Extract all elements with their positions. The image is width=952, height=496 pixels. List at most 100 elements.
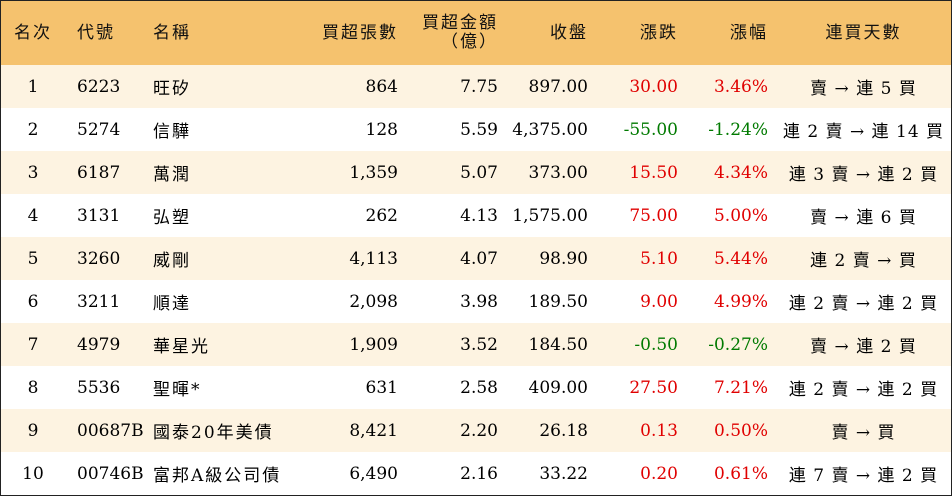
cell-net-lots: 4,113 [306,237,404,280]
cell-change: 0.13 [594,409,684,452]
cell-streak: 連 2 賣 → 買 [774,237,951,280]
table-row: 8 5536 聖暉* 631 2.58 409.00 27.50 7.21% 連 2 賣 → 連… [1,366,951,409]
cell-net-lots: 1,909 [306,323,404,366]
cell-close: 1,575.00 [504,194,594,237]
table-row: 9 00687B 國泰20年美債 8,421 2.20 26.18 0.13 0.50% 賣 →… [1,409,951,452]
table-row: 10 00746B 富邦A級公司債 6,490 2.16 33.22 0.20 0.61% 連 … [1,452,951,495]
cell-change: 75.00 [594,194,684,237]
cell-name: 華星光 [143,323,306,366]
cell-net-lots: 6,490 [306,452,404,495]
cell-name: 旺矽 [143,65,306,108]
cell-net-lots: 262 [306,194,404,237]
cell-streak: 賣 → 買 [774,409,951,452]
header-net-lots: 買超張數 [306,1,404,65]
table-row: 3 6187 萬潤 1,359 5.07 373.00 15.50 4.34% 連 3 賣 → … [1,151,951,194]
header-rank: 名次 [1,1,65,65]
cell-net-lots: 128 [306,108,404,151]
cell-net-amount: 4.13 [404,194,504,237]
header-change: 漲跌 [594,1,684,65]
cell-name: 富邦A級公司債 [143,452,306,495]
header-net-amount-line1: 買超金額 [422,13,498,33]
cell-code: 6187 [65,151,143,194]
cell-code: 00687B [65,409,144,452]
cell-code: 4979 [65,323,143,366]
table-header-row: 名次 代號 名稱 買超張數 買超金額 （億） 收盤 漲跌 漲幅 連買天數 [1,1,951,65]
cell-change-pct: 0.61% [684,452,774,495]
cell-change-pct: 5.44% [684,237,774,280]
cell-net-amount: 2.20 [404,409,504,452]
table-row: 7 4979 華星光 1,909 3.52 184.50 -0.50 -0.27% 賣 → 連 … [1,323,951,366]
cell-streak: 賣 → 連 2 買 [774,323,951,366]
table-row: 4 3131 弘塑 262 4.13 1,575.00 75.00 5.00% 賣 → 連 6 … [1,194,951,237]
cell-net-amount: 2.58 [404,366,504,409]
cell-change-pct: 4.99% [684,280,774,323]
cell-close: 897.00 [504,65,594,108]
cell-change: 15.50 [594,151,684,194]
cell-close: 189.50 [504,280,594,323]
cell-net-amount: 3.98 [404,280,504,323]
cell-rank: 6 [1,280,65,323]
cell-net-lots: 8,421 [306,409,404,452]
cell-rank: 3 [1,151,65,194]
cell-streak: 賣 → 連 6 買 [774,194,951,237]
header-net-amount-line2: （億） [441,32,498,52]
cell-change: 0.20 [594,452,684,495]
cell-close: 4,375.00 [504,108,594,151]
cell-net-amount: 4.07 [404,237,504,280]
header-name: 名稱 [143,1,306,65]
cell-rank: 5 [1,237,65,280]
header-change-pct: 漲幅 [684,1,774,65]
cell-name: 信驊 [143,108,306,151]
cell-code: 00746B [65,452,144,495]
cell-code: 5536 [65,366,143,409]
cell-rank: 10 [1,452,65,495]
cell-net-lots: 631 [306,366,404,409]
cell-net-amount: 2.16 [404,452,504,495]
table-row: 2 5274 信驊 128 5.59 4,375.00 -55.00 -1.24% 連 2 賣 … [1,108,951,151]
cell-streak: 連 2 賣 → 連 2 買 [774,366,951,409]
cell-code: 3211 [65,280,143,323]
cell-name: 威剛 [143,237,306,280]
cell-rank: 2 [1,108,65,151]
cell-streak: 賣 → 連 5 買 [774,65,951,108]
cell-change-pct: 4.34% [684,151,774,194]
cell-name: 弘塑 [143,194,306,237]
cell-streak: 連 2 賣 → 連 14 買 [774,108,951,151]
header-code: 代號 [65,1,143,65]
table-row: 6 3211 順達 2,098 3.98 189.50 9.00 4.99% 連 2 賣 → 連… [1,280,951,323]
cell-streak: 連 3 賣 → 連 2 買 [774,151,951,194]
cell-change: 27.50 [594,366,684,409]
cell-streak: 連 2 賣 → 連 2 買 [774,280,951,323]
header-close: 收盤 [504,1,594,65]
table-row: 5 3260 威剛 4,113 4.07 98.90 5.10 5.44% 連 2 賣 → 買 [1,237,951,280]
cell-close: 98.90 [504,237,594,280]
cell-net-lots: 864 [306,65,404,108]
cell-name: 聖暉* [143,366,306,409]
cell-change-pct: 3.46% [684,65,774,108]
cell-net-amount: 5.59 [404,108,504,151]
cell-name: 萬潤 [143,151,306,194]
cell-rank: 1 [1,65,65,108]
cell-net-amount: 7.75 [404,65,504,108]
cell-change-pct: 5.00% [684,194,774,237]
cell-net-lots: 1,359 [306,151,404,194]
cell-code: 3260 [65,237,143,280]
cell-rank: 9 [1,409,65,452]
cell-close: 26.18 [504,409,594,452]
cell-rank: 4 [1,194,65,237]
cell-change-pct: -0.27% [684,323,774,366]
cell-close: 373.00 [504,151,594,194]
cell-close: 409.00 [504,366,594,409]
cell-change: 9.00 [594,280,684,323]
cell-code: 6223 [65,65,143,108]
cell-name: 順達 [143,280,306,323]
cell-change-pct: 7.21% [684,366,774,409]
cell-change: -0.50 [594,323,684,366]
cell-code: 3131 [65,194,143,237]
cell-change-pct: 0.50% [684,409,774,452]
cell-streak: 連 7 賣 → 連 2 買 [774,452,951,495]
header-net-amount: 買超金額 （億） [404,1,504,65]
